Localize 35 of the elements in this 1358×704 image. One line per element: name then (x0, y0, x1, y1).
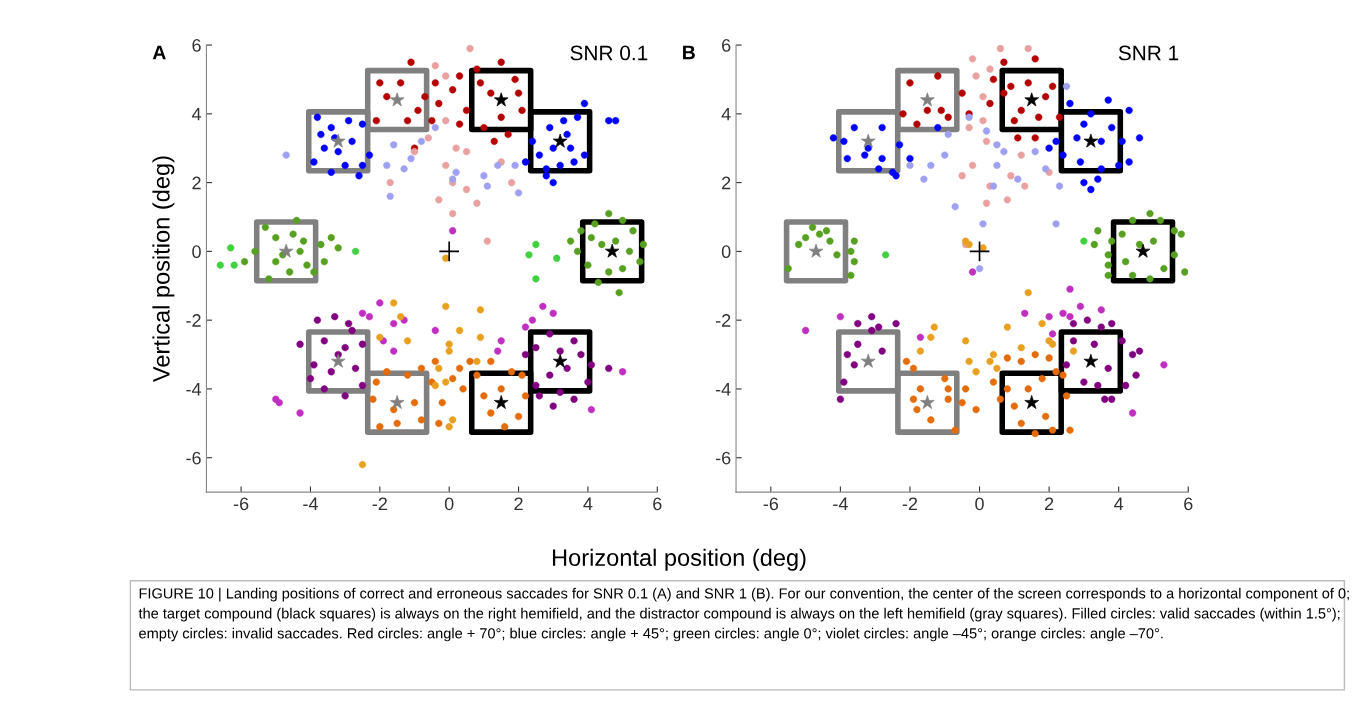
y-tick-label: 0 (721, 245, 731, 259)
x-tick-label: -2 (372, 497, 387, 511)
y-tick-label: 4 (191, 107, 202, 121)
y-tick-label: -2 (715, 314, 731, 327)
annotation: SNR 0.1 (570, 45, 648, 61)
y-tick-label: -6 (186, 451, 201, 465)
y-tick-label: 2 (192, 176, 201, 190)
x-tick-label: 0 (444, 497, 454, 511)
y-tick-label: -4 (186, 383, 202, 396)
x-tick-label: 4 (1114, 497, 1124, 511)
y-tick-label: 4 (721, 107, 731, 121)
x-tick-label: -2 (902, 497, 918, 511)
text: A (152, 45, 166, 60)
x-tick-label: 0 (975, 497, 984, 511)
y-tick-label: 2 (722, 176, 731, 190)
x-tick-label: 6 (653, 497, 662, 511)
text: B (683, 45, 695, 60)
y-tick-label: 0 (192, 245, 201, 259)
x-tick-label: -6 (233, 497, 249, 511)
x-tick-label: -6 (763, 497, 779, 511)
y-tick-label: 6 (722, 38, 731, 52)
y-tick-label: -2 (186, 314, 201, 327)
annotation: SNR 1 (1118, 45, 1179, 61)
caption: FIGURE 10 | Landing positions of correct and erroneous saccades for SNR 0.1 (A) and SNR 1 (B). For our convention, the center of the screen corresponds to a horizontal component of 0; the target compound (black squares) is always on the right hemifield, and the distractor compound is always on the left hemifield (gray squares). Filled circles: valid saccades (within 1.5°); empty circles: invalid saccades. Red circles: angle + 70°; blue circles: angle + 45°; green circles: angle 0°; violet circles: angle –45°; orange circles: angle –70°. (138, 587, 1349, 642)
y-tick-label: -4 (715, 383, 731, 396)
x-tick-label: -4 (833, 497, 848, 511)
x-tick-label: 4 (583, 497, 593, 511)
x-axis-title: Horizontal position (deg) (552, 548, 806, 571)
x-tick-label: 2 (1045, 497, 1054, 511)
y-tick-label: 6 (192, 38, 201, 52)
x-tick-label: -4 (303, 497, 318, 511)
x-tick-label: 6 (1184, 497, 1193, 511)
y-axis-title: Vertical position (deg) (152, 156, 175, 382)
x-tick-label: 2 (514, 497, 523, 511)
y-tick-label: -6 (715, 451, 731, 465)
